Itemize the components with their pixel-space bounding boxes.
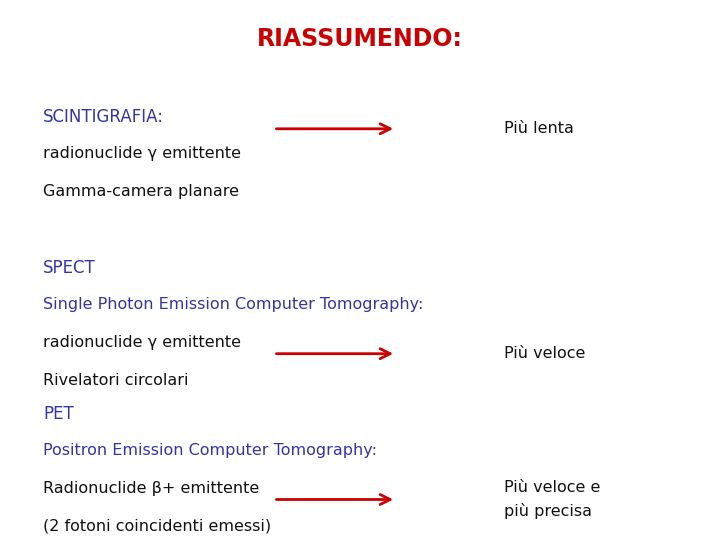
Text: RIASSUMENDO:: RIASSUMENDO: (257, 27, 463, 51)
Text: Più lenta: Più lenta (504, 122, 574, 136)
Text: radionuclide γ emittente: radionuclide γ emittente (43, 146, 241, 161)
Text: PET: PET (43, 405, 74, 423)
Text: Radionuclide β+ emittente: Radionuclide β+ emittente (43, 481, 259, 496)
Text: radionuclide γ emittente: radionuclide γ emittente (43, 335, 241, 350)
Text: Rivelatori circolari: Rivelatori circolari (43, 373, 189, 388)
Text: SCINTIGRAFIA:: SCINTIGRAFIA: (43, 108, 164, 126)
Text: Gamma-camera planare: Gamma-camera planare (43, 184, 239, 199)
Text: (2 fotoni coincidenti emessi): (2 fotoni coincidenti emessi) (43, 518, 271, 534)
Text: Single Photon Emission Computer Tomography:: Single Photon Emission Computer Tomograp… (43, 297, 423, 312)
Text: Più veloce e
più precisa: Più veloce e più precisa (504, 480, 600, 519)
Text: Positron Emission Computer Tomography:: Positron Emission Computer Tomography: (43, 443, 377, 458)
Text: Più veloce: Più veloce (504, 346, 585, 361)
Text: SPECT: SPECT (43, 259, 96, 277)
